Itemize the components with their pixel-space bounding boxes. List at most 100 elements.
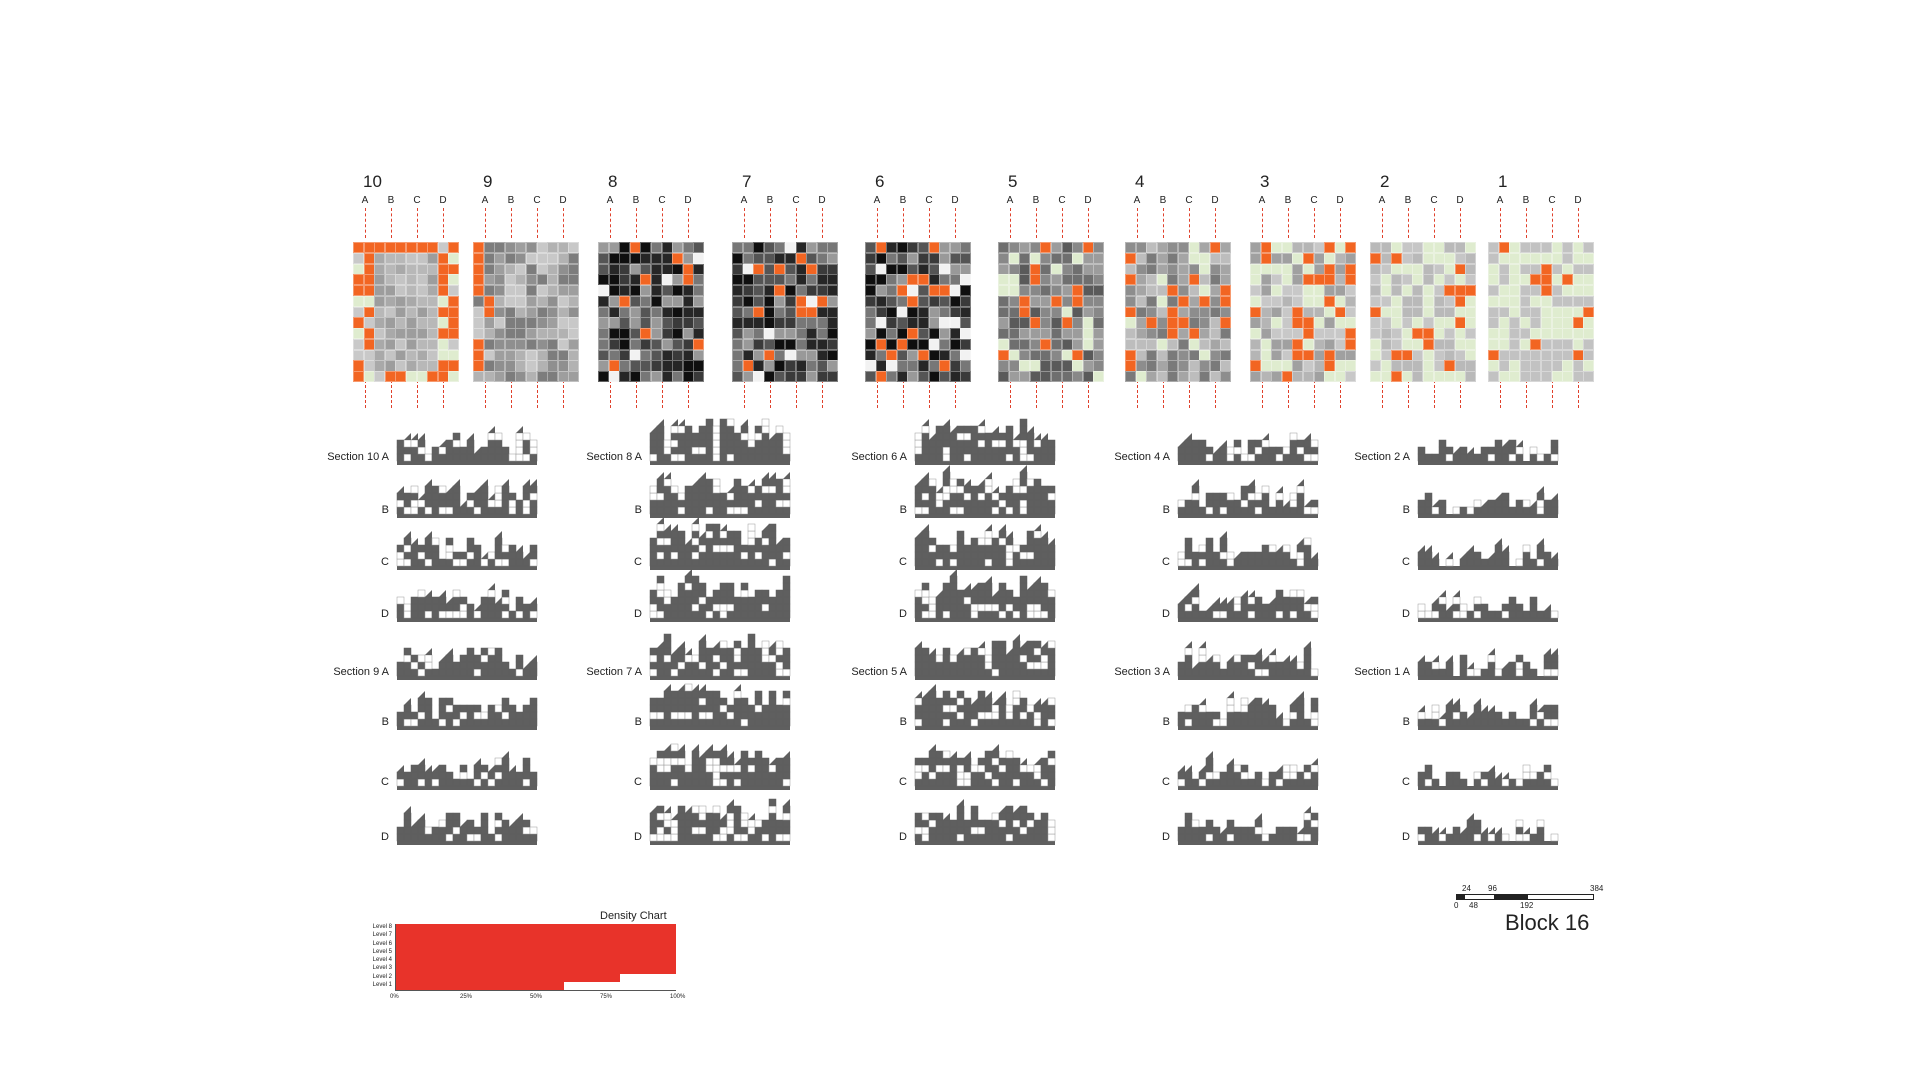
- section-mass-block: [466, 826, 475, 835]
- plan-cell: [1391, 349, 1403, 361]
- section-mass-block: [677, 697, 686, 706]
- plan-cell: [753, 371, 765, 383]
- plan-cell: [536, 242, 548, 254]
- ground-line: [915, 566, 1055, 570]
- section-mass-block: [1254, 661, 1263, 670]
- plan-cell: [1488, 263, 1499, 275]
- plan-cell: [1324, 317, 1336, 329]
- section-mass-block: [677, 778, 686, 787]
- section-mass-block: [1254, 492, 1263, 501]
- plan-cell: [483, 338, 495, 351]
- plan-cell: [1167, 274, 1179, 286]
- section-mass-block: [1005, 589, 1014, 598]
- section-mass-block: [1417, 558, 1426, 567]
- section-mass-block: [452, 704, 461, 713]
- plan-cell: [504, 242, 516, 254]
- plan-cell: [1051, 360, 1062, 372]
- plan-cell: [1281, 285, 1293, 297]
- section-drawing: [649, 683, 791, 730]
- section-mass-block: [1501, 603, 1510, 612]
- section-mass-block: [473, 718, 482, 727]
- section-mass-block: [1026, 647, 1035, 656]
- section-mass-block: [1522, 833, 1531, 842]
- section-mass-block: [1480, 711, 1489, 720]
- plan-cell: [1412, 285, 1424, 297]
- section-mass-block: [726, 446, 735, 455]
- section-mass-block: [705, 485, 714, 494]
- section-mass-block: [775, 833, 784, 842]
- plan-cell: [1093, 263, 1105, 275]
- section-mass-block: [1005, 764, 1014, 773]
- section-mass-block: [761, 537, 770, 546]
- section-roof: [1262, 698, 1269, 705]
- section-mass-block: [649, 589, 658, 598]
- plan-cell: [1562, 360, 1574, 372]
- density-bar: [396, 981, 564, 990]
- section-mass-block: [684, 446, 693, 455]
- section-mass-block: [1240, 771, 1249, 780]
- plan-cell: [827, 306, 839, 318]
- section-roof: [404, 531, 411, 538]
- section-mass-block: [445, 544, 454, 553]
- section-mass-block: [928, 661, 937, 670]
- section-mass-block: [1254, 711, 1263, 720]
- section-cut-letter: B: [1284, 195, 1292, 206]
- section-mass-block: [733, 668, 742, 677]
- plan-cell: [1324, 349, 1336, 361]
- plan-cell: [918, 349, 929, 361]
- plan-cell: [1125, 306, 1136, 318]
- section-mass-block: [782, 596, 791, 605]
- section-mass-block: [914, 654, 923, 663]
- section-mass-block: [1047, 492, 1056, 501]
- ground-line: [1418, 726, 1558, 730]
- plan-cell: [504, 306, 516, 318]
- section-mass-block: [782, 537, 791, 546]
- plan-cell: [416, 295, 428, 307]
- section-mass-block: [1040, 771, 1049, 780]
- section-mass-block: [1536, 499, 1545, 508]
- section-mass-block: [663, 647, 672, 656]
- section-mass-block: [656, 778, 665, 787]
- section-mass-block: [431, 610, 440, 619]
- plan-cell: [785, 328, 796, 340]
- plan-cell: [785, 371, 796, 383]
- plan-cell: [1209, 252, 1221, 264]
- section-mass-block: [508, 833, 517, 842]
- plan-cell: [536, 295, 548, 307]
- section-mass-block: [1205, 453, 1214, 462]
- section-mass-block: [1480, 718, 1489, 727]
- plan-cell: [1498, 306, 1510, 318]
- section-mass-block: [403, 771, 412, 780]
- section-roof: [1446, 552, 1453, 559]
- section-mass-block: [991, 826, 1000, 835]
- section-cut-line: [485, 380, 486, 408]
- section-roof: [1192, 479, 1199, 486]
- section-roof: [474, 604, 481, 611]
- section-mass-block: [1282, 558, 1291, 567]
- section-mass-block: [1040, 589, 1049, 598]
- section-mass-block: [1240, 506, 1249, 515]
- plan-cell: [494, 295, 506, 307]
- plan-cell: [353, 295, 364, 307]
- section-mass-block: [747, 661, 756, 670]
- section-mass-block: [459, 661, 468, 670]
- section-mass-block: [1177, 603, 1186, 612]
- section-mass-block: [1282, 446, 1291, 455]
- plan-cell: [1334, 274, 1346, 286]
- section-mass-block: [691, 826, 700, 835]
- section-mass-block: [698, 492, 707, 501]
- section-mass-block: [1445, 704, 1454, 713]
- section-mass-block: [984, 668, 993, 677]
- plan-cell: [598, 274, 609, 286]
- section-mass-block: [677, 446, 686, 455]
- plan-cell: [1188, 252, 1200, 264]
- plan-cell: [504, 317, 516, 329]
- section-mass-block: [1261, 485, 1270, 494]
- section-mass-block: [1212, 668, 1221, 677]
- plan-cell: [1583, 263, 1595, 275]
- section-mass-block: [1417, 718, 1426, 727]
- section-mass-block: [942, 478, 951, 487]
- plan-cell: [427, 371, 439, 383]
- section-mass-block: [417, 764, 426, 773]
- plan-cell: [483, 263, 495, 275]
